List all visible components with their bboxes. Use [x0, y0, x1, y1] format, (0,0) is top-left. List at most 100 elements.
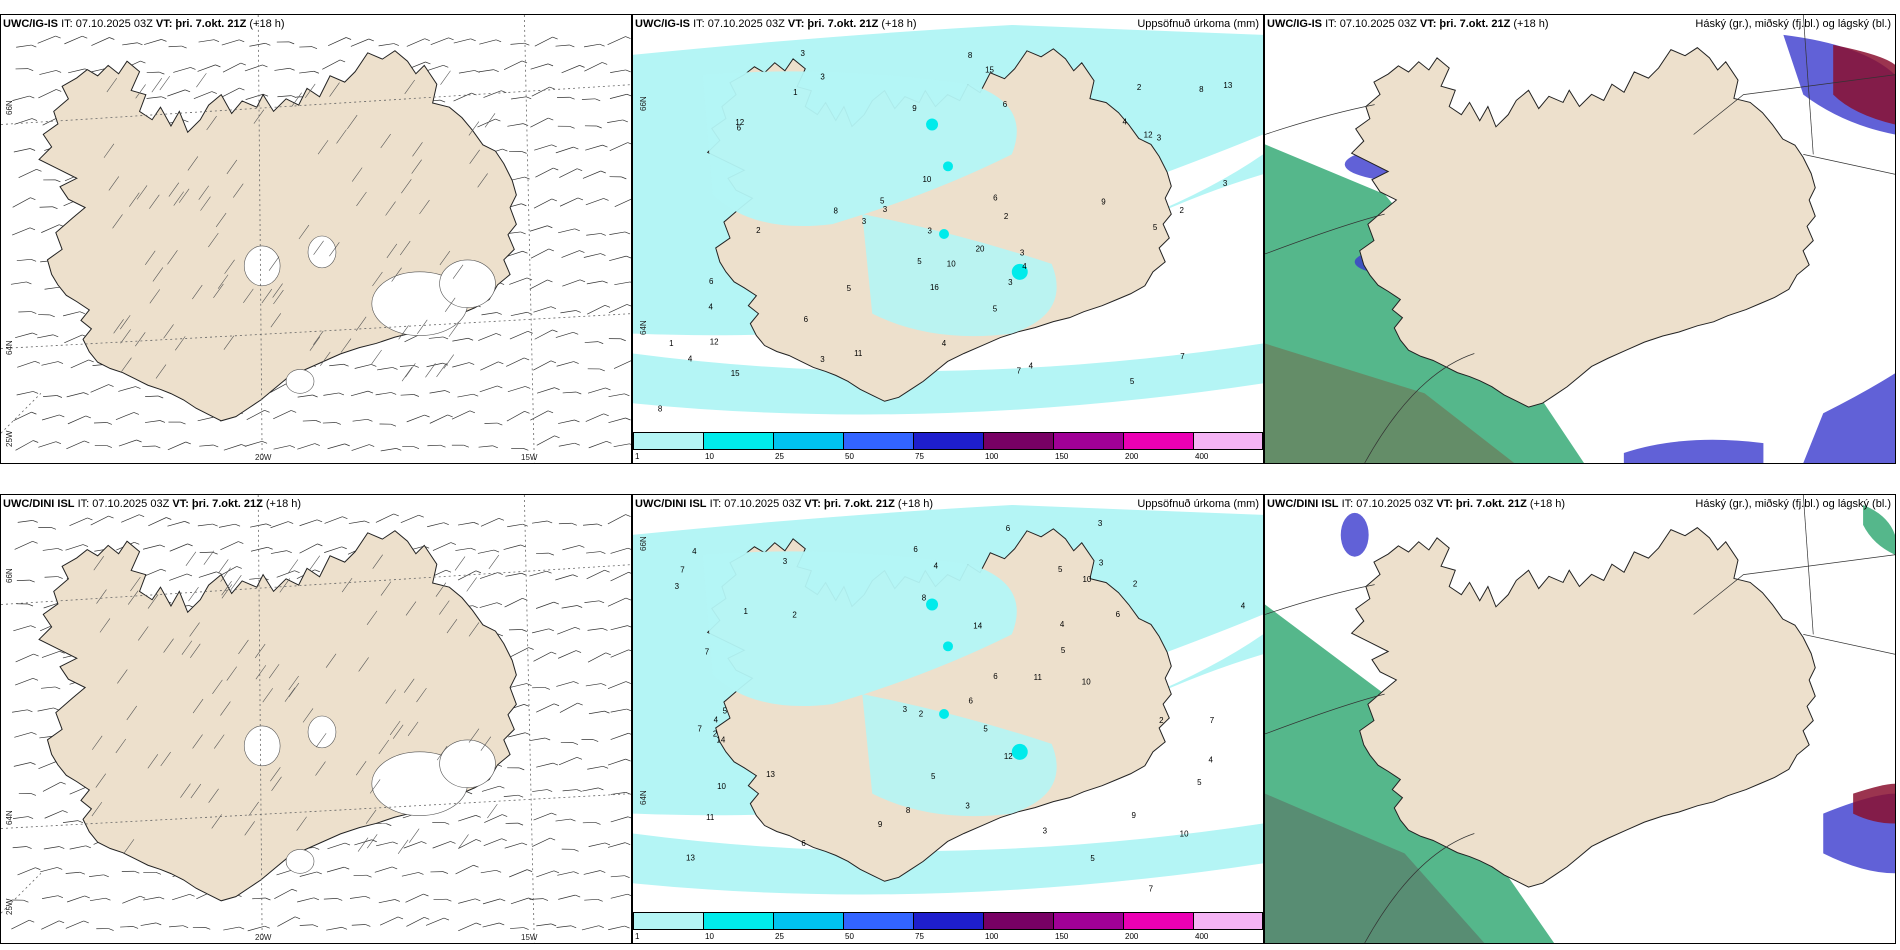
- precip-value-label: 2: [1004, 212, 1009, 221]
- precip-value-label: 3: [927, 227, 932, 236]
- colorbar-tick-label: 10: [705, 452, 714, 461]
- precip-value-label: 2: [1133, 579, 1138, 588]
- precip-value-label: 5: [1153, 223, 1158, 232]
- lon-label-20: 20W: [255, 933, 272, 942]
- precip-value-label: 8: [834, 206, 839, 215]
- precip-value-label: 16: [930, 283, 939, 292]
- panel-field-title: Uppsöfnuð úrkoma (mm): [1137, 498, 1259, 510]
- precip-value-label: 12: [735, 118, 744, 127]
- precip-value-label: 7: [1180, 352, 1185, 361]
- precip-value-label: 8: [968, 51, 973, 60]
- precip-value-label: 12: [710, 338, 719, 347]
- precip-value-label: 4: [692, 547, 697, 556]
- precip-value-label: 10: [947, 259, 956, 268]
- cloud-cover-map: [1265, 15, 1895, 463]
- precip-value-label: 6: [969, 696, 974, 705]
- precip-value-label: 2: [1179, 206, 1184, 215]
- precip-value-label: 11: [706, 813, 715, 822]
- colorbar-tick-label: 100: [985, 452, 999, 461]
- precip-value-label: 5: [917, 257, 922, 266]
- precip-value-label: 1: [743, 607, 748, 616]
- precip-value-label: 4: [942, 339, 947, 348]
- precip-value-label: 10: [717, 782, 726, 791]
- colorbar-tick-label: 50: [845, 932, 854, 941]
- precip-value-label: 13: [1223, 81, 1232, 90]
- colorbar-swatch: [843, 432, 913, 450]
- precip-colorbar: [633, 432, 1263, 450]
- precip-value-label: 6: [737, 123, 742, 132]
- lon-label-25: 25W: [5, 430, 14, 447]
- colorbar-tick-label: 25: [775, 932, 784, 941]
- colorbar-tick-label: 100: [985, 932, 999, 941]
- precip-value-label: 13: [766, 770, 775, 779]
- colorbar-tick-label: 10: [705, 932, 714, 941]
- precip-value-label: 3: [1043, 827, 1048, 836]
- colorbar-swatch: [1053, 432, 1123, 450]
- panel-field-title: Uppsöfnuð úrkoma (mm): [1137, 18, 1259, 30]
- precip-value-label: 3: [801, 49, 806, 58]
- precip-value-label: 3: [862, 217, 867, 226]
- lon-label-25: 25W: [5, 898, 14, 915]
- precip-value-label: 3: [1223, 179, 1228, 188]
- colorbar-tick-label: 75: [915, 452, 924, 461]
- precip-value-label: 5: [1130, 377, 1135, 386]
- iceland-landmass: [38, 530, 517, 902]
- iceland-landmass: [1350, 527, 1816, 888]
- precip-value-label: 7: [1149, 885, 1154, 894]
- precip-value-label: 6: [1003, 100, 1008, 109]
- precip-value-label: 5: [1061, 646, 1066, 655]
- precip-value-label: 8: [922, 593, 927, 602]
- precip-value-label: 2: [756, 226, 761, 235]
- precip-value-label: 14: [716, 735, 725, 744]
- precip-value-label: 3: [903, 705, 908, 714]
- colorbar-tick-label: 400: [1195, 452, 1209, 461]
- precip-map-panel-bottom: UWC/DINI ISL IT: 07.10.2025 03Z VT: þri.…: [632, 494, 1264, 944]
- wind-barb-map: [1, 15, 631, 463]
- colorbar-swatch: [1193, 912, 1263, 930]
- precip-value-label: 4: [1208, 756, 1213, 765]
- precip-value-label: 5: [1197, 778, 1202, 787]
- cloud-map-panel-top: UWC/IG-IS IT: 07.10.2025 03Z VT: þri. 7.…: [1264, 14, 1896, 464]
- lon-label-15: 15W: [521, 933, 538, 942]
- wind-map-panel-top: UWC/IG-IS IT: 07.10.2025 03Z VT: þri. 7.…: [0, 14, 632, 464]
- colorbar-tick-label: 75: [915, 932, 924, 941]
- precip-colorbar-ticks: 1 10 25 50 75 100 150 200 400: [633, 452, 1263, 462]
- wind-map-panel-bottom: UWC/DINI ISL IT: 07.10.2025 03Z VT: þri.…: [0, 494, 632, 944]
- precip-value-label: 5: [983, 725, 988, 734]
- precip-value-label: 10: [1180, 829, 1189, 838]
- precip-value-label: 5: [723, 707, 728, 716]
- panel-field-title: Háský (gr.), miðský (fj.bl.) og lágský (…: [1695, 18, 1891, 30]
- lon-label-15: 15W: [521, 453, 538, 462]
- precip-value-label: 7: [1017, 367, 1022, 376]
- precip-value-label: 2: [1159, 716, 1164, 725]
- colorbar-swatch: [633, 432, 703, 450]
- colorbar-tick-label: 150: [1055, 932, 1069, 941]
- precip-value-label: 9: [912, 104, 917, 113]
- precip-value-label: 3: [1098, 519, 1103, 528]
- colorbar-swatch: [913, 432, 983, 450]
- precip-value-label: 12: [1144, 131, 1153, 140]
- colorbar-swatch: [1123, 432, 1193, 450]
- precip-value-label: 12: [1004, 752, 1013, 761]
- colorbar-swatch: [1193, 432, 1263, 450]
- panel-header: UWC/DINI ISL IT: 07.10.2025 03Z VT: þri.…: [635, 498, 934, 510]
- colorbar-tick-label: 150: [1055, 452, 1069, 461]
- precip-value-label: 5: [1058, 565, 1063, 574]
- colorbar-tick-label: 1: [635, 932, 640, 941]
- wind-barb-map: [1, 495, 631, 943]
- precip-value-label: 3: [820, 72, 825, 81]
- precip-value-label: 10: [1082, 677, 1091, 686]
- precip-value-label: 10: [1082, 575, 1091, 584]
- colorbar-swatch: [1123, 912, 1193, 930]
- colorbar-tick-label: 1: [635, 452, 640, 461]
- panel-header: UWC/IG-IS IT: 07.10.2025 03Z VT: þri. 7.…: [3, 18, 285, 30]
- precip-map-panel-top: UWC/IG-IS IT: 07.10.2025 03Z VT: þri. 7.…: [632, 14, 1264, 464]
- precip-value-label: 3: [1099, 559, 1104, 568]
- precip-value-label: 3: [675, 582, 680, 591]
- precip-value-label: 4: [1060, 620, 1065, 629]
- lat-label-66-right: 66N: [639, 536, 648, 551]
- panel-header: UWC/IG-IS IT: 07.10.2025 03Z VT: þri. 7.…: [1267, 18, 1549, 30]
- precip-value-label: 15: [985, 66, 994, 75]
- precip-value-label: 4: [1241, 602, 1246, 611]
- precip-value-label: 11: [854, 349, 863, 358]
